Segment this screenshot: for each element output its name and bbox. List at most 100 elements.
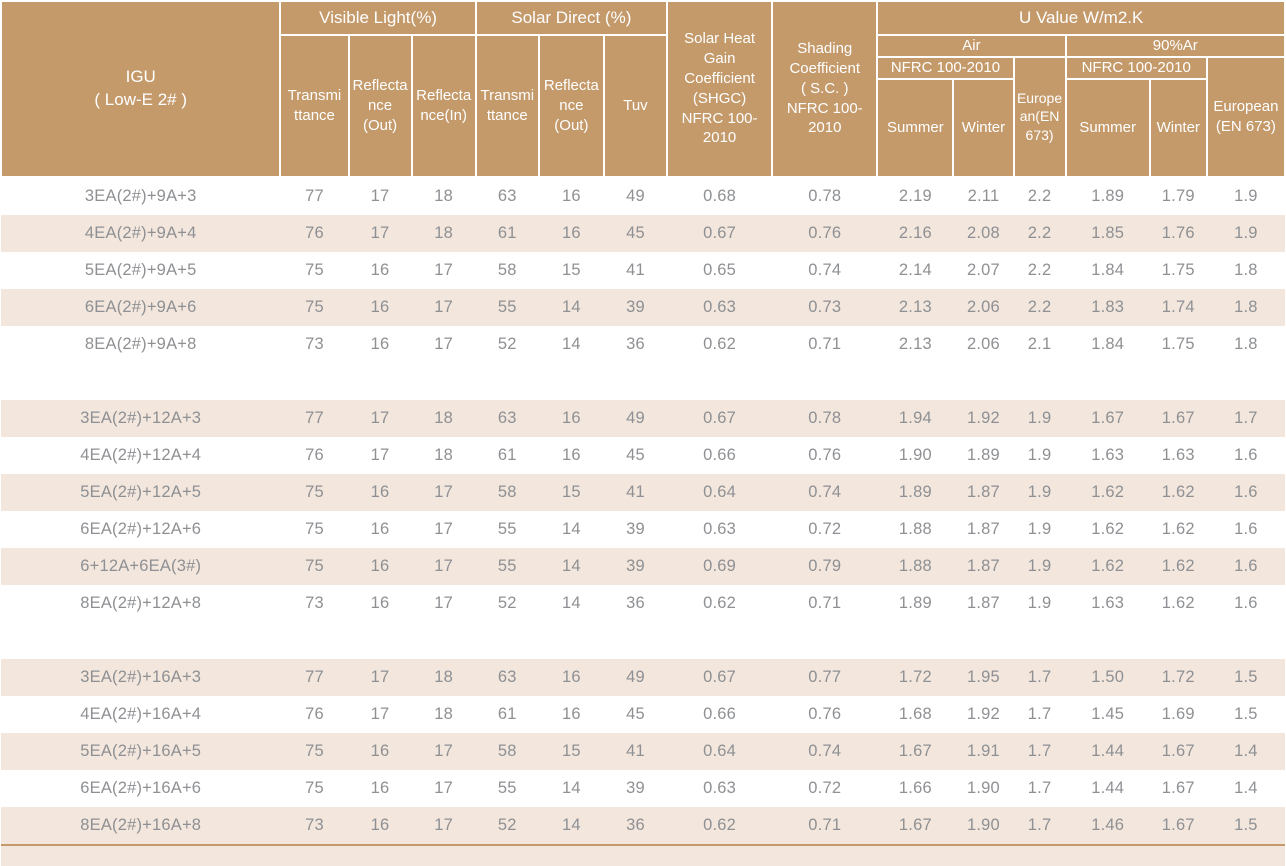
- value-cell: 0.62: [667, 325, 773, 363]
- value-cell: 1.9: [1013, 547, 1066, 585]
- value-cell: 61: [475, 214, 539, 252]
- value-cell: 1.88: [877, 510, 954, 548]
- value-cell: 15: [538, 732, 604, 770]
- table-row: 6EA(2#)+9A+6 75 16 17 55 14 39 0.63 0.73 2.13 2.06…: [1, 288, 1285, 326]
- igu-config-label: 4EA(2#)+12A+4: [1, 436, 281, 474]
- value-cell: 61: [475, 436, 539, 474]
- table-row: 5EA(2#)+16A+5 75 16 17 58 15 41 0.64 0.74 1.67 1.9…: [1, 732, 1285, 770]
- value-cell: 55: [475, 769, 539, 807]
- value-cell: 1.68: [877, 695, 954, 733]
- value-cell: 75: [280, 473, 349, 511]
- table-row: 6EA(2#)+12A+6 75 16 17 55 14 39 0.63 0.72 1.88 1.8…: [1, 510, 1285, 548]
- igu-config-label: 4EA(2#)+16A+4: [1, 695, 281, 733]
- value-cell: 49: [603, 176, 668, 215]
- value-cell: 0.74: [772, 251, 878, 289]
- header-u-value: U Value W/m2.K: [876, 0, 1286, 36]
- value-cell: 14: [538, 584, 604, 622]
- value-cell: 2.2: [1013, 251, 1066, 289]
- header-air: Air: [876, 34, 1067, 58]
- value-cell: 17: [348, 399, 412, 437]
- value-cell: 2.06: [953, 288, 1014, 326]
- value-cell: 17: [411, 473, 476, 511]
- value-cell: 1.94: [877, 399, 954, 437]
- value-cell: 61: [475, 695, 539, 733]
- igu-config-label: 4EA(2#)+9A+4: [1, 214, 281, 252]
- value-cell: 1.5: [1206, 806, 1285, 845]
- value-cell: 1.9: [1013, 473, 1066, 511]
- value-cell: 16: [348, 732, 412, 770]
- value-cell: 2.11: [953, 176, 1014, 215]
- value-cell: 0.67: [667, 658, 773, 696]
- value-cell: 1.90: [953, 769, 1014, 807]
- value-cell: 39: [603, 510, 668, 548]
- value-cell: 1.62: [1065, 547, 1150, 585]
- header-vl-transmittance: Transmi ttance: [279, 34, 350, 178]
- value-cell: 1.50: [1065, 658, 1150, 696]
- value-cell: 2.16: [877, 214, 954, 252]
- header-shgc: Solar Heat Gain Coefficient (SHGC) NFRC …: [666, 0, 774, 178]
- value-cell: 0.71: [772, 325, 878, 363]
- value-cell: 1.84: [1065, 325, 1150, 363]
- value-cell: 0.74: [772, 732, 878, 770]
- value-cell: 0.67: [667, 214, 773, 252]
- igu-config-label: 6+12A+6EA(3#): [1, 547, 281, 585]
- bottom-rule-cell: [1, 843, 1285, 866]
- igu-config-label: 8EA(2#)+9A+8: [1, 325, 281, 363]
- igu-config-label: 8EA(2#)+16A+8: [1, 806, 281, 845]
- value-cell: 1.67: [1149, 399, 1207, 437]
- value-cell: 1.6: [1206, 436, 1285, 474]
- value-cell: 2.2: [1013, 288, 1066, 326]
- value-cell: 17: [411, 251, 476, 289]
- value-cell: 39: [603, 288, 668, 326]
- value-cell: 1.87: [953, 547, 1014, 585]
- value-cell: 16: [348, 510, 412, 548]
- value-cell: 52: [475, 806, 539, 845]
- value-cell: 1.7: [1013, 695, 1066, 733]
- value-cell: 1.89: [953, 436, 1014, 474]
- table-row: 8EA(2#)+16A+8 73 16 17 52 14 36 0.62 0.71 1.67 1.9…: [1, 806, 1285, 845]
- value-cell: 55: [475, 547, 539, 585]
- value-cell: 0.63: [667, 510, 773, 548]
- value-cell: 0.65: [667, 251, 773, 289]
- value-cell: 1.6: [1206, 584, 1285, 622]
- value-cell: 1.7: [1013, 732, 1066, 770]
- value-cell: 55: [475, 510, 539, 548]
- value-cell: 1.72: [1149, 658, 1207, 696]
- value-cell: 2.19: [877, 176, 954, 215]
- value-cell: 1.89: [877, 584, 954, 622]
- table-row: 8EA(2#)+9A+8 73 16 17 52 14 36 0.62 0.71 2.13 2.06…: [1, 325, 1285, 363]
- value-cell: 16: [348, 584, 412, 622]
- value-cell: 1.46: [1065, 806, 1150, 845]
- value-cell: 0.77: [772, 658, 878, 696]
- value-cell: 76: [280, 214, 349, 252]
- value-cell: 1.74: [1149, 288, 1207, 326]
- value-cell: 1.62: [1149, 547, 1207, 585]
- value-cell: 75: [280, 547, 349, 585]
- value-cell: 41: [603, 251, 668, 289]
- value-cell: 1.8: [1206, 251, 1285, 289]
- value-cell: 1.7: [1206, 399, 1285, 437]
- value-cell: 14: [538, 510, 604, 548]
- value-cell: 1.9: [1013, 436, 1066, 474]
- value-cell: 1.62: [1149, 510, 1207, 548]
- value-cell: 0.66: [667, 695, 773, 733]
- header-sd-tuv: Tuv: [602, 34, 669, 178]
- value-cell: 16: [348, 806, 412, 845]
- value-cell: 2.1: [1013, 325, 1066, 363]
- value-cell: 1.62: [1065, 473, 1150, 511]
- group-spacer-cell: [1, 621, 1285, 659]
- value-cell: 36: [603, 584, 668, 622]
- value-cell: 73: [280, 325, 349, 363]
- bottom-rule: [1, 843, 1285, 866]
- value-cell: 18: [411, 214, 476, 252]
- value-cell: 76: [280, 436, 349, 474]
- value-cell: 18: [411, 658, 476, 696]
- header-solar-direct: Solar Direct (%): [474, 0, 669, 36]
- value-cell: 1.44: [1065, 732, 1150, 770]
- igu-config-label: 6EA(2#)+12A+6: [1, 510, 281, 548]
- value-cell: 1.6: [1206, 510, 1285, 548]
- value-cell: 73: [280, 806, 349, 845]
- value-cell: 36: [603, 806, 668, 845]
- value-cell: 0.64: [667, 732, 773, 770]
- value-cell: 1.87: [953, 510, 1014, 548]
